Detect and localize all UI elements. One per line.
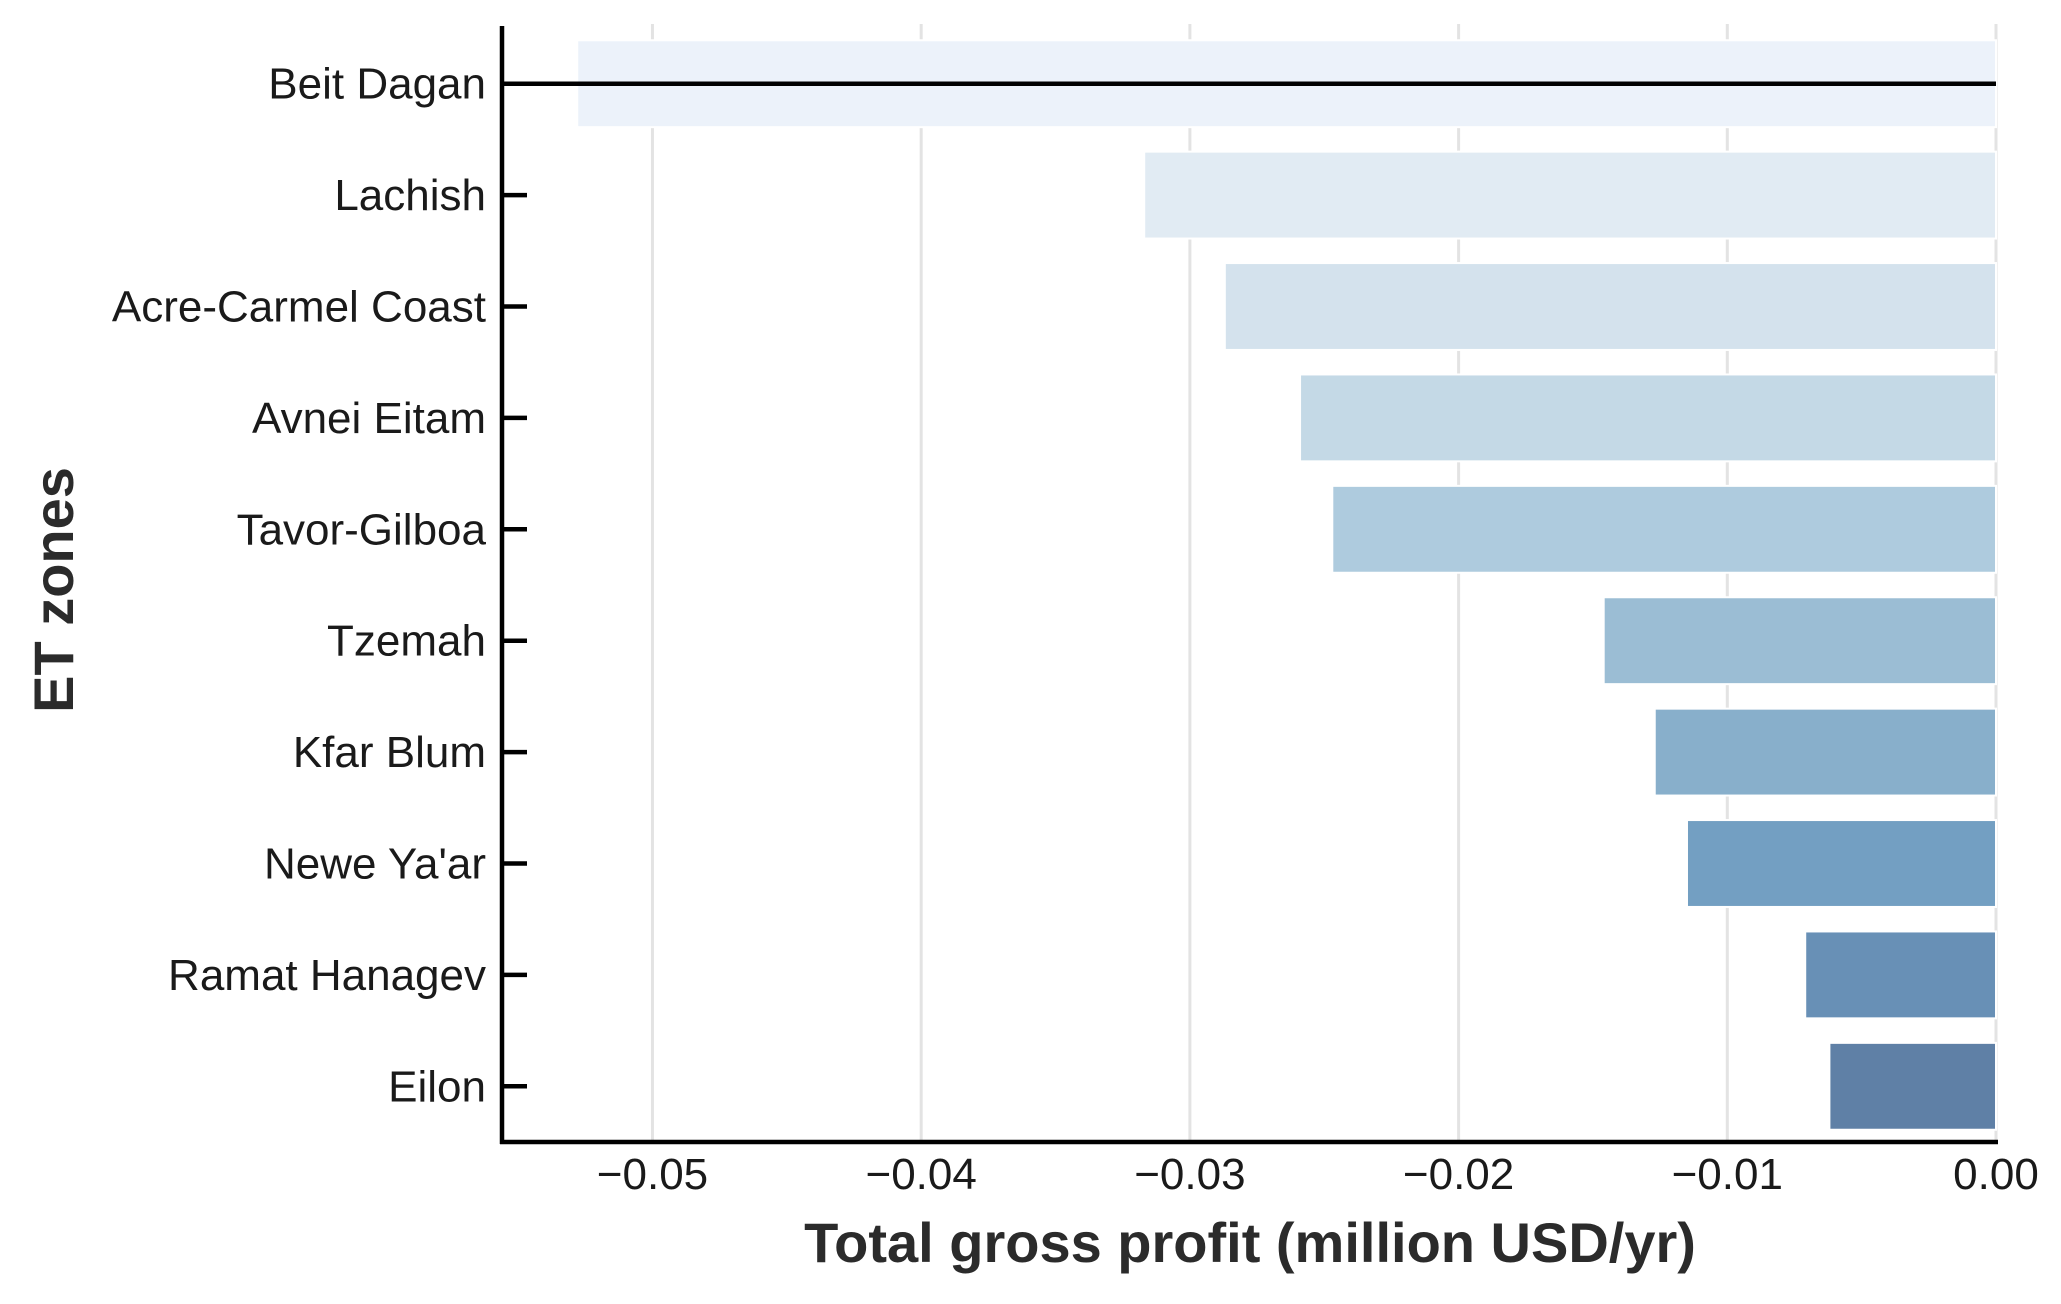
y-tick-label-4: Tavor-Gilboa (237, 505, 487, 554)
bar-5 (1602, 596, 1998, 686)
bar-6 (1653, 707, 1998, 797)
y-tick-label-7: Newe Ya'ar (264, 840, 486, 889)
bar-8 (1804, 930, 1998, 1020)
y-tick-label-5: Tzemah (327, 617, 486, 666)
axis-layer (499, 26, 1998, 1145)
x-tick-label-0: −0.05 (597, 1150, 708, 1199)
y-axis-title: ET zones (22, 467, 85, 713)
bar-1 (1143, 150, 1998, 240)
x-tick-label-3: −0.02 (1403, 1150, 1514, 1199)
x-axis-title: Total gross profit (million USD/yr) (804, 1211, 1696, 1274)
bar-7 (1685, 819, 1998, 908)
x-tick-label-4: −0.01 (1672, 1150, 1783, 1199)
x-tick-label-5: 0.00 (1953, 1150, 2039, 1199)
x-tick-label-1: −0.04 (866, 1150, 977, 1199)
bar-9 (1828, 1041, 1997, 1131)
y-tick-label-1: Lachish (334, 171, 486, 220)
bar-4 (1331, 484, 1997, 574)
y-tick-label-2: Acre-Carmel Coast (112, 283, 486, 332)
y-tick-label-3: Avnei Eitam (252, 394, 486, 443)
y-tick-label-0: Beit Dagan (268, 60, 486, 109)
bar-2 (1223, 262, 1997, 351)
tick-label-layer: Beit Dagan Lachish Acre-Carmel Coast Avnei … (112, 60, 2039, 1199)
y-tick-label-8: Ramat Hanagev (168, 951, 486, 1000)
x-tick-label-2: −0.03 (1134, 1150, 1245, 1199)
bar-3 (1299, 373, 1997, 463)
bar-layer (576, 39, 1998, 1131)
y-tick-label-9: Eilon (388, 1062, 486, 1111)
y-tick-label-6: Kfar Blum (293, 728, 486, 777)
